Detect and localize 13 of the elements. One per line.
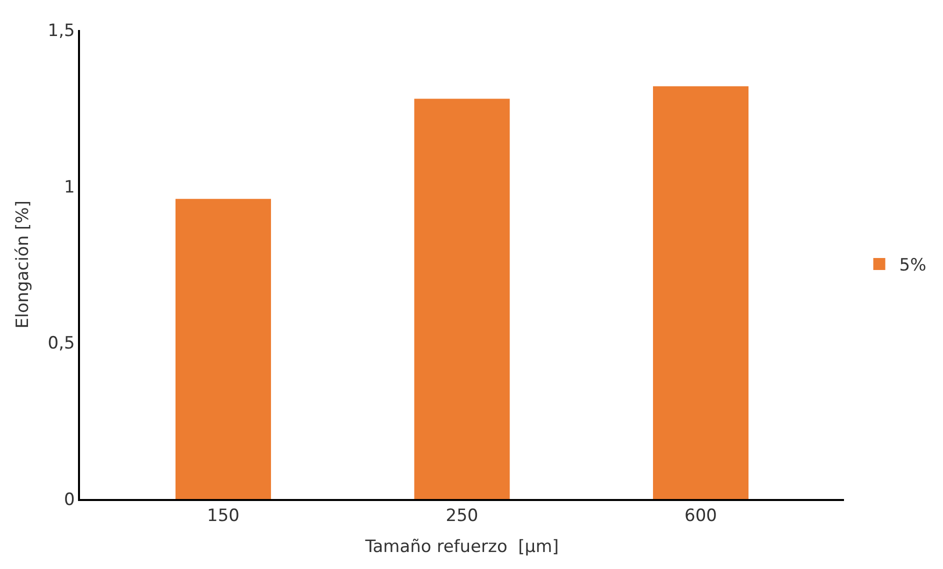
y-tick-label: 1,5 [48, 20, 75, 41]
bar [414, 98, 510, 499]
x-tick-label: 600 [684, 506, 717, 526]
y-axis-title: Elongación [%] [12, 200, 33, 328]
x-tick-label: 250 [446, 506, 478, 526]
bar [653, 86, 748, 499]
y-tick-label: 1 [64, 177, 75, 198]
x-axis-title: Tamaño refuerzo [µm] [364, 537, 559, 558]
y-tick-label: 0,5 [48, 334, 75, 354]
x-tick-label: 150 [207, 506, 240, 526]
y-tick-label: 0 [64, 490, 75, 510]
bar [176, 198, 271, 499]
legend-label: 5% [899, 256, 926, 276]
